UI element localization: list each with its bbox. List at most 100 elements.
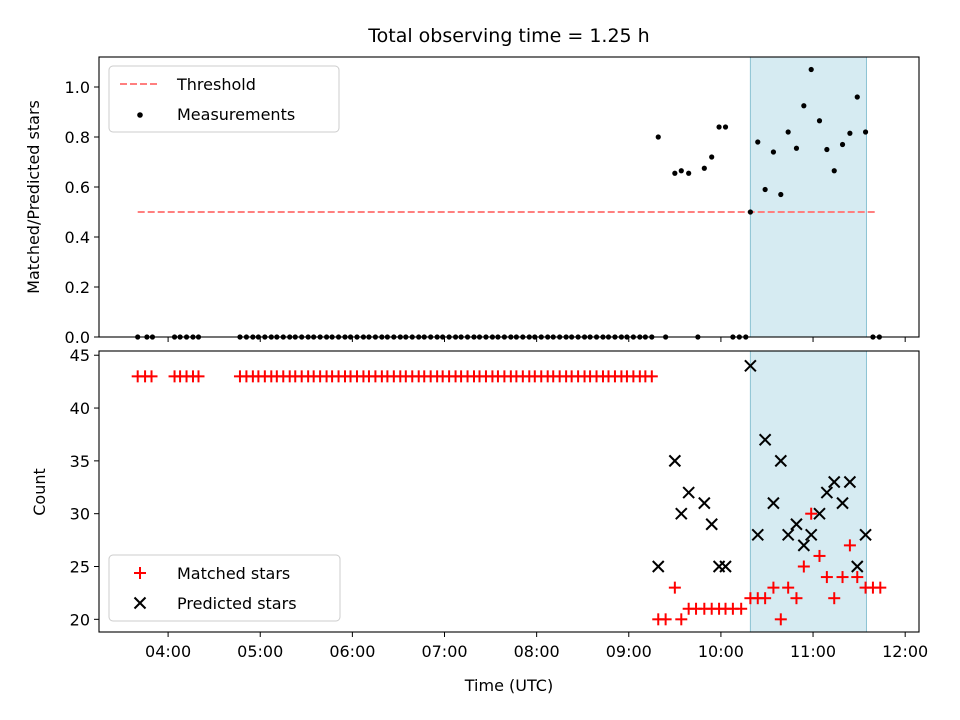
bottom-legend-box [108,554,341,622]
predicted-star-marker [668,454,682,468]
predicted-star-marker [836,496,849,510]
matched-star-marker [192,370,205,383]
predicted-star-marker [744,359,757,372]
x-axis-label: Time (UTC) [464,676,553,695]
measurement-point [770,149,777,155]
matched-star-marker [851,571,864,584]
predicted-star-marker [652,560,665,573]
matched-star-marker [874,581,887,594]
matched-star-marker [645,370,658,383]
measurement-point [785,129,791,135]
predicted-star-marker [828,475,841,489]
x-tick-label: 05:00 [237,642,283,661]
predicted-star-marker [767,496,780,510]
bottom-x-ticks: 04:00 05:00 06:00 07:00 08:00 09:00 10:00 11:00… [145,632,928,661]
predicted-star-marker [758,433,772,446]
top-axes-frame [98,56,920,338]
matched-star-marker [797,560,810,573]
measurement-point [862,129,869,135]
matched-star-marker [759,592,772,605]
predicted-star-points [652,359,872,573]
measurement-point [808,66,814,73]
measurement-point [854,94,860,100]
highlight-span-rect [749,350,867,633]
bottom-legend: Matched stars Predicted stars [108,554,341,622]
measurement-point [722,124,729,130]
predicted-star-marker [698,496,711,510]
top-legend: Threshold Measurements [108,65,340,133]
measurement-point [801,103,807,109]
matched-star-marker [668,581,681,594]
top-y-axis-label: Matched/Predicted stars [24,100,43,294]
y-tick-label: 40 [70,399,90,418]
x-tick-label: 09:00 [606,642,652,661]
matched-star-marker [774,613,787,626]
measurement-point [686,170,692,176]
predicted-star-marker [820,486,834,499]
measurement-point [716,124,722,130]
highlight-span-rect [749,56,867,338]
measurement-point [655,134,661,140]
measurement-point [793,145,800,151]
measurement-point [701,165,707,171]
measurement-point [747,209,753,215]
legend-threshold-label: Threshold [176,75,256,94]
measurement-point [847,130,853,136]
matched-star-marker [843,539,856,552]
predicted-star-marker [675,507,688,520]
x-tick-label: 07:00 [421,642,467,661]
matched-star-marker [828,592,841,605]
measurement-point [755,139,761,145]
matched-star-points [131,370,887,626]
bottom-y-axis-label: Count [30,468,49,516]
matched-star-marker [735,602,748,615]
predicted-star-marker [705,518,718,531]
chart-title: Total observing time = 1.25 h [367,25,649,47]
measurement-point [831,168,837,174]
y-tick-label: 0.4 [65,228,90,247]
matched-star-marker [782,581,795,594]
top-x-ticks [167,337,906,342]
predicted-star-marker [719,560,732,573]
predicted-star-marker [797,539,811,552]
legend-measurement-label: Measurements [177,105,295,124]
predicted-star-marker [781,528,795,542]
matched-star-marker [820,571,833,584]
measurement-point [839,141,846,148]
predicted-star-marker [682,486,695,499]
matched-star-marker [675,613,688,626]
y-tick-label: 45 [70,346,90,365]
measurement-point [672,170,678,176]
y-tick-label: 1.0 [65,78,90,97]
top-panel: 0.0 0.2 0.4 0.6 0.8 1.0 Matched/Predicted sta… [24,56,920,347]
y-tick-label: 0.8 [65,128,90,147]
matched-star-marker [805,507,818,520]
y-tick-label: 30 [70,505,90,524]
measurement-point [762,186,768,193]
predicted-star-marker [751,528,764,542]
measurement-point [778,191,784,198]
x-tick-label: 11:00 [790,642,836,661]
top-legend-box [108,65,340,133]
y-tick-label: 0.6 [65,178,90,197]
matched-star-marker [836,571,849,584]
predicted-star-marker [843,475,857,489]
y-tick-label: 20 [70,610,90,629]
y-tick-label: 35 [70,452,90,471]
matched-star-marker [767,581,780,594]
matched-star-marker [145,370,158,383]
x-tick-label: 10:00 [698,642,744,661]
measurement-point [709,154,715,160]
measurement-point [678,168,684,174]
top-highlight-span [749,56,867,338]
bottom-panel: 20 25 30 35 40 45 04:00 05:00 06:00 07:00 08:00 09… [30,346,928,695]
predicted-star-marker [813,507,826,520]
legend-matched-swatch [134,567,146,579]
predicted-star-marker [851,560,864,573]
matched-star-marker [659,613,672,626]
bottom-highlight-span [749,350,867,633]
x-tick-label: 12:00 [882,642,928,661]
top-y-ticks: 0.0 0.2 0.4 0.6 0.8 1.0 [65,78,99,347]
predicted-star-marker [774,454,788,468]
predicted-star-marker [790,518,803,531]
